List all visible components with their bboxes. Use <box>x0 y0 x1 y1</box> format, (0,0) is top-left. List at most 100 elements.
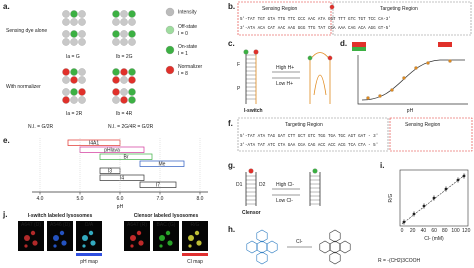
dot <box>120 10 128 18</box>
channel-label: D/A <box>85 222 94 228</box>
channel-label: A647 (D) <box>21 222 41 228</box>
dot <box>312 168 318 174</box>
dot <box>120 88 128 96</box>
strand-label: P <box>237 86 241 92</box>
lysosome <box>82 235 88 241</box>
panel-label: g. <box>228 161 235 170</box>
lysosome <box>188 244 192 248</box>
sensing-box <box>389 117 473 152</box>
strand: 3'-ATA ACA CAT AAC AAG GGG TTG TAT CCA A… <box>240 26 391 31</box>
dot <box>366 96 370 100</box>
dot <box>78 68 86 76</box>
dot <box>112 76 120 84</box>
condition: High Cl- <box>276 182 294 188</box>
dot <box>120 68 128 76</box>
lysosome <box>165 230 171 236</box>
ring <box>256 229 268 243</box>
range-label: I3 <box>108 168 112 174</box>
dot <box>327 55 333 61</box>
strand-label: D2 <box>259 182 266 188</box>
state-low-g <box>352 47 366 51</box>
dot <box>120 38 128 46</box>
range-label: I7 <box>156 182 160 188</box>
dot <box>62 18 70 26</box>
tick-label: 20 <box>410 228 416 234</box>
region-title: Targeting Region <box>285 122 323 128</box>
dot <box>62 76 70 84</box>
micrograph <box>153 221 179 251</box>
sensing-box <box>237 1 332 36</box>
range-bar <box>79 146 145 153</box>
targeting-box <box>237 117 389 152</box>
channel-label: A546 (D) <box>50 222 70 228</box>
panel-label: e. <box>3 136 10 145</box>
channel-label: R/G <box>191 222 200 228</box>
dot <box>448 59 452 63</box>
lysosome <box>194 230 200 236</box>
panel-label: h. <box>228 225 235 234</box>
tick-label: 8.0 <box>197 196 204 202</box>
range-label: I4 <box>120 175 124 181</box>
tick-label: 5.0 <box>77 196 84 202</box>
dot <box>128 68 136 76</box>
dot <box>70 18 78 26</box>
dot <box>112 68 120 76</box>
equation: Ia = 2R <box>66 111 83 117</box>
tick-label: 4.0 <box>37 196 44 202</box>
equation: Ib = 4R <box>116 111 133 117</box>
dot <box>70 68 78 76</box>
dot <box>70 10 78 18</box>
range-bar <box>139 181 177 188</box>
panel-label: d. <box>340 39 347 48</box>
dot <box>62 96 70 104</box>
dot <box>253 49 259 55</box>
state-high <box>438 42 452 47</box>
ring <box>329 240 341 254</box>
dot <box>112 18 120 26</box>
legend-title: Normalizer <box>178 64 203 70</box>
axis-label: pH <box>407 108 414 114</box>
plot-frame <box>399 169 469 227</box>
dot <box>120 18 128 26</box>
dot <box>120 76 128 84</box>
range-label: pHlava <box>104 147 120 153</box>
dot <box>165 45 175 55</box>
range-label: I4A1 <box>89 140 100 146</box>
strand-label: D1 <box>236 182 243 188</box>
sigmoid <box>361 59 465 101</box>
dot <box>70 96 78 104</box>
strand: 5'-TAT ATA TAG GAT CTT GCT GTC TGG TGA T… <box>240 134 378 139</box>
strand: 5'-TAT TGT GTA TTG TTC CCC AAC ATA GGT T… <box>240 17 391 22</box>
panel-label: b. <box>228 2 235 11</box>
region-title: Sensing Region <box>262 6 298 12</box>
dot <box>112 88 120 96</box>
dot <box>62 68 70 76</box>
dot <box>70 38 78 46</box>
ring <box>339 240 351 254</box>
dot <box>120 96 128 104</box>
channel-label: A647 (R) <box>127 222 147 228</box>
dot <box>128 30 136 38</box>
tick-label: 80 <box>442 228 448 234</box>
legend-value: I = 1 <box>178 51 188 57</box>
micrograph <box>76 221 102 251</box>
dot <box>128 10 136 18</box>
panel-label: c. <box>228 39 235 48</box>
tick-label: 60 <box>431 228 437 234</box>
lysosome <box>53 244 57 248</box>
row-title: Sensing dye alone <box>6 28 47 34</box>
region-title: Targeting Region <box>380 6 418 12</box>
colorbar <box>182 253 208 256</box>
dot <box>78 88 86 96</box>
map-label: Cl map <box>187 259 203 265</box>
dot <box>78 38 86 46</box>
ratio: N.I. = G/2R <box>28 124 54 130</box>
lysosome <box>53 235 59 241</box>
lysosome <box>32 240 38 246</box>
dot <box>78 18 86 26</box>
micrograph <box>124 221 150 251</box>
state-low <box>352 42 366 47</box>
ring <box>246 240 258 254</box>
axis-label: R/G <box>388 193 394 202</box>
